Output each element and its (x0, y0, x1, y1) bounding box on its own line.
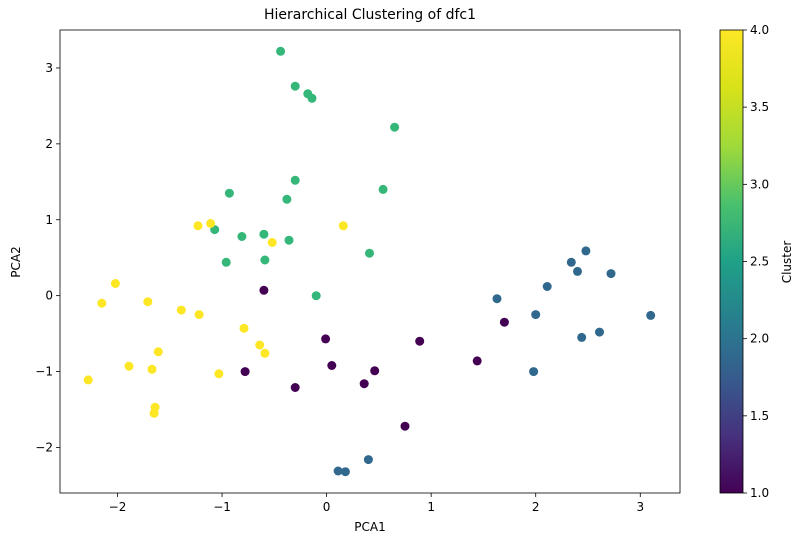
data-point (260, 348, 270, 358)
data-point (282, 194, 292, 204)
colorbar-tick-label: 3.5 (750, 100, 769, 114)
data-point (224, 188, 234, 198)
data-point (472, 356, 482, 366)
y-tick-label: 1 (45, 213, 53, 227)
data-point (110, 279, 120, 288)
data-point (333, 466, 343, 476)
y-axis-title: PCA2 (9, 246, 23, 277)
chart-title: Hierarchical Clustering of dfc1 (264, 7, 476, 23)
data-point (267, 238, 277, 247)
data-point (147, 364, 157, 374)
data-point (390, 122, 400, 132)
data-point (577, 332, 587, 342)
colorbar-tick-label: 2.5 (750, 255, 769, 269)
data-point (321, 334, 331, 344)
y-tick-label: 3 (45, 61, 53, 75)
data-point (646, 310, 656, 320)
data-point (237, 232, 247, 241)
data-point (531, 310, 541, 320)
data-point (240, 367, 250, 377)
data-point (194, 310, 204, 320)
data-point (259, 285, 269, 295)
plot-frame (59, 29, 681, 494)
data-point (327, 361, 337, 370)
data-point (415, 336, 425, 346)
x-tick-label: 0 (323, 500, 331, 514)
data-point (595, 327, 604, 337)
data-point (290, 383, 300, 392)
data-point (239, 323, 249, 333)
y-tick-label: 0 (45, 289, 53, 303)
data-point (124, 361, 134, 371)
x-axis-title: PCA1 (354, 520, 385, 534)
data-point (359, 379, 369, 389)
colorbar-tick-label: 3.0 (750, 177, 769, 191)
data-point (542, 282, 552, 291)
data-point (83, 375, 93, 385)
data-point (284, 235, 294, 245)
colorbar-gradient (719, 29, 744, 494)
data-point (221, 257, 231, 267)
data-point (193, 221, 203, 231)
data-point (365, 248, 374, 258)
data-point (338, 221, 348, 231)
colorbar-ticks: 1.0 1.5 2.0 2.5 3.0 3.5 4.0 (743, 23, 769, 500)
points-layer (83, 46, 656, 477)
data-point (606, 269, 616, 279)
data-point (529, 367, 539, 377)
data-point (260, 255, 270, 265)
data-point (259, 229, 269, 239)
data-point (370, 366, 380, 376)
data-point (176, 305, 186, 315)
y-axis: −2 −1 0 1 2 3 (35, 61, 60, 454)
data-point (290, 175, 300, 185)
x-tick-label: 3 (636, 500, 644, 514)
data-point (581, 246, 591, 256)
colorbar: 1.0 1.5 2.0 2.5 3.0 3.5 4.0 Cluster (719, 23, 794, 500)
data-point (573, 266, 582, 276)
colorbar-tick-label: 1.0 (750, 486, 769, 500)
x-tick-label: −1 (213, 500, 231, 514)
colorbar-tick-label: 4.0 (750, 23, 769, 37)
y-tick-label: −2 (35, 440, 53, 454)
colorbar-tick-label: 1.5 (750, 409, 769, 423)
data-point (153, 347, 163, 357)
data-point (290, 81, 300, 91)
data-point (499, 317, 509, 327)
data-point (492, 294, 502, 304)
data-point (255, 340, 265, 350)
data-point (307, 93, 317, 103)
data-point (143, 297, 153, 307)
x-axis: −2 −1 0 1 2 3 (109, 493, 644, 514)
x-tick-label: 2 (532, 500, 540, 514)
data-point (400, 421, 410, 431)
data-point (97, 298, 107, 308)
colorbar-tick-label: 2.0 (750, 332, 769, 346)
data-point (378, 184, 388, 194)
x-tick-label: 1 (427, 500, 435, 514)
y-tick-label: −1 (35, 365, 53, 379)
data-point (276, 46, 286, 56)
data-point (566, 257, 576, 267)
x-tick-label: −2 (109, 500, 127, 514)
colorbar-label: Cluster (780, 241, 794, 284)
plot-area: −2 −1 0 1 2 3 −2 −1 0 1 2 3 (35, 29, 681, 514)
data-point (206, 219, 216, 228)
data-point (311, 291, 321, 301)
data-point (363, 455, 373, 465)
data-point (340, 467, 350, 477)
y-tick-label: 2 (45, 137, 53, 151)
data-point (149, 408, 159, 418)
data-point (214, 369, 224, 379)
